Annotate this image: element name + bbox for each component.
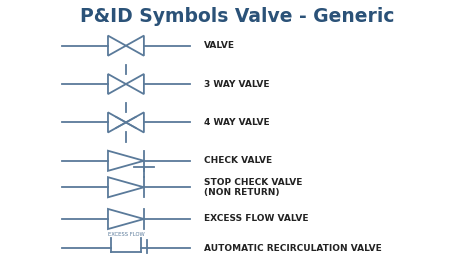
Text: VALVE: VALVE — [204, 41, 235, 50]
Text: P&ID Symbols Valve - Generic: P&ID Symbols Valve - Generic — [80, 7, 394, 26]
Text: EXCESS FLOW: EXCESS FLOW — [108, 232, 144, 237]
Text: STOP CHECK VALVE
(NON RETURN): STOP CHECK VALVE (NON RETURN) — [204, 177, 302, 197]
Text: AUTOMATIC RECIRCULATION VALVE: AUTOMATIC RECIRCULATION VALVE — [204, 244, 382, 253]
Text: 4 WAY VALVE: 4 WAY VALVE — [204, 118, 270, 127]
Text: EXCESS FLOW VALVE: EXCESS FLOW VALVE — [204, 214, 309, 223]
Text: CHECK VALVE: CHECK VALVE — [204, 156, 272, 165]
Text: 3 WAY VALVE: 3 WAY VALVE — [204, 80, 269, 89]
